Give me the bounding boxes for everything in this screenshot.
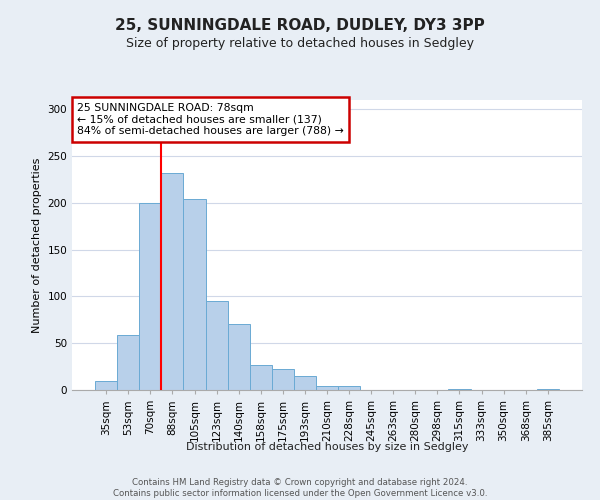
Bar: [448, 389, 470, 390]
Bar: [338, 386, 360, 390]
Y-axis label: Number of detached properties: Number of detached properties: [32, 158, 42, 332]
Bar: [272, 370, 294, 390]
Bar: [250, 364, 272, 390]
Bar: [316, 386, 338, 390]
Bar: [139, 203, 161, 390]
Text: Size of property relative to detached houses in Sedgley: Size of property relative to detached ho…: [126, 38, 474, 51]
Text: Distribution of detached houses by size in Sedgley: Distribution of detached houses by size …: [186, 442, 468, 452]
Bar: [537, 389, 559, 390]
Bar: [227, 324, 250, 390]
Bar: [161, 173, 184, 390]
Bar: [294, 376, 316, 390]
Bar: [206, 301, 227, 390]
Text: Contains HM Land Registry data © Crown copyright and database right 2024.
Contai: Contains HM Land Registry data © Crown c…: [113, 478, 487, 498]
Bar: [184, 199, 206, 390]
Bar: [95, 380, 117, 390]
Bar: [117, 335, 139, 390]
Text: 25, SUNNINGDALE ROAD, DUDLEY, DY3 3PP: 25, SUNNINGDALE ROAD, DUDLEY, DY3 3PP: [115, 18, 485, 32]
Text: 25 SUNNINGDALE ROAD: 78sqm
← 15% of detached houses are smaller (137)
84% of sem: 25 SUNNINGDALE ROAD: 78sqm ← 15% of deta…: [77, 103, 344, 136]
